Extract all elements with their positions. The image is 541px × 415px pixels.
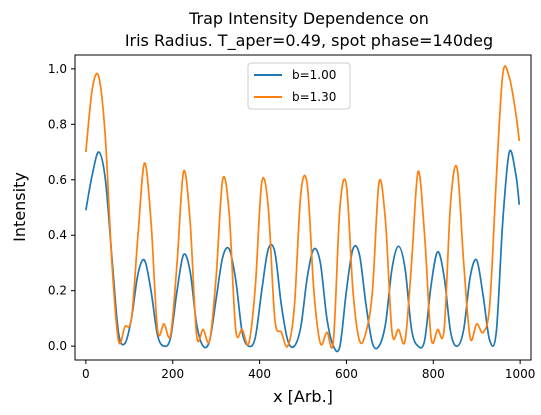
plot-frame [74,54,532,361]
series-line-b-1-00 [85,149,521,353]
series-group [85,65,521,353]
x-tick-label: 0 [82,367,90,381]
chart-title-line1: Trap Intensity Dependence on [188,9,429,28]
chart-title-line2: Iris Radius. T_aper=0.49, spot phase=140… [125,31,493,51]
series-line-b-1-30 [85,65,521,349]
y-axis-ticks: 0.0 0.2 0.4 0.6 0.8 1.0 [48,62,75,353]
y-axis-label: Intensity [10,172,29,242]
y-tick-label: 1.0 [48,62,67,76]
x-tick-label: 400 [248,367,271,381]
legend-label-b100: b=1.00 [292,68,336,82]
x-tick-label: 1000 [505,367,536,381]
x-axis-label: x [Arb.] [273,387,333,406]
x-tick-label: 200 [161,367,184,381]
legend-label-b130: b=1.30 [292,90,336,104]
y-tick-label: 0.6 [48,173,67,187]
legend: b=1.00 b=1.30 [247,62,351,110]
plot-area [74,54,532,361]
x-tick-label: 800 [422,367,445,381]
y-tick-label: 0.0 [48,339,67,353]
y-tick-label: 0.4 [48,228,67,242]
x-axis-ticks: 0 200 400 600 800 1000 [82,360,535,381]
x-tick-label: 600 [335,367,358,381]
y-tick-label: 0.8 [48,117,67,131]
y-tick-label: 0.2 [48,284,67,298]
